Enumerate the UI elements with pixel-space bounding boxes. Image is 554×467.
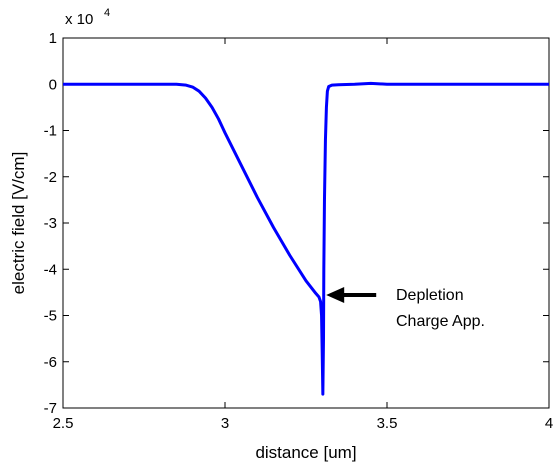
y-tick-label: -3: [44, 215, 57, 232]
x-tick-label: 2.5: [53, 415, 74, 432]
plot-area: [62, 37, 550, 409]
y-axis-label: electric field [V/cm]: [9, 152, 28, 295]
x-tick-label: 3.5: [377, 415, 398, 432]
y-tick-label: -5: [44, 308, 57, 325]
exponent-base: x 10: [65, 11, 93, 28]
x-tick-label: 3: [221, 415, 229, 432]
y-tick-label: -1: [44, 123, 57, 140]
annotation-line-2: Charge App.: [396, 313, 485, 330]
exponent-power: 4: [104, 7, 110, 19]
annotation-arrow: [326, 287, 377, 303]
series-line: [63, 81, 549, 396]
x-axis-label: distance [um]: [255, 443, 356, 462]
arrow-head: [326, 287, 345, 303]
y-tick-label: -7: [44, 400, 57, 417]
y-tick-label: -6: [44, 354, 57, 371]
annotation-line-1: Depletion: [396, 287, 464, 304]
y-tick-label: 1: [49, 30, 57, 47]
y-tick-label: 0: [49, 76, 57, 93]
y-tick-label: -2: [44, 169, 57, 186]
x-tick-label: 4: [545, 415, 553, 432]
y-tick-label: -4: [44, 261, 57, 278]
tick-labels: 2.5 3 3.5 4 1 0 -1 -2 -3 -4 -5 -6 -7: [44, 30, 554, 432]
